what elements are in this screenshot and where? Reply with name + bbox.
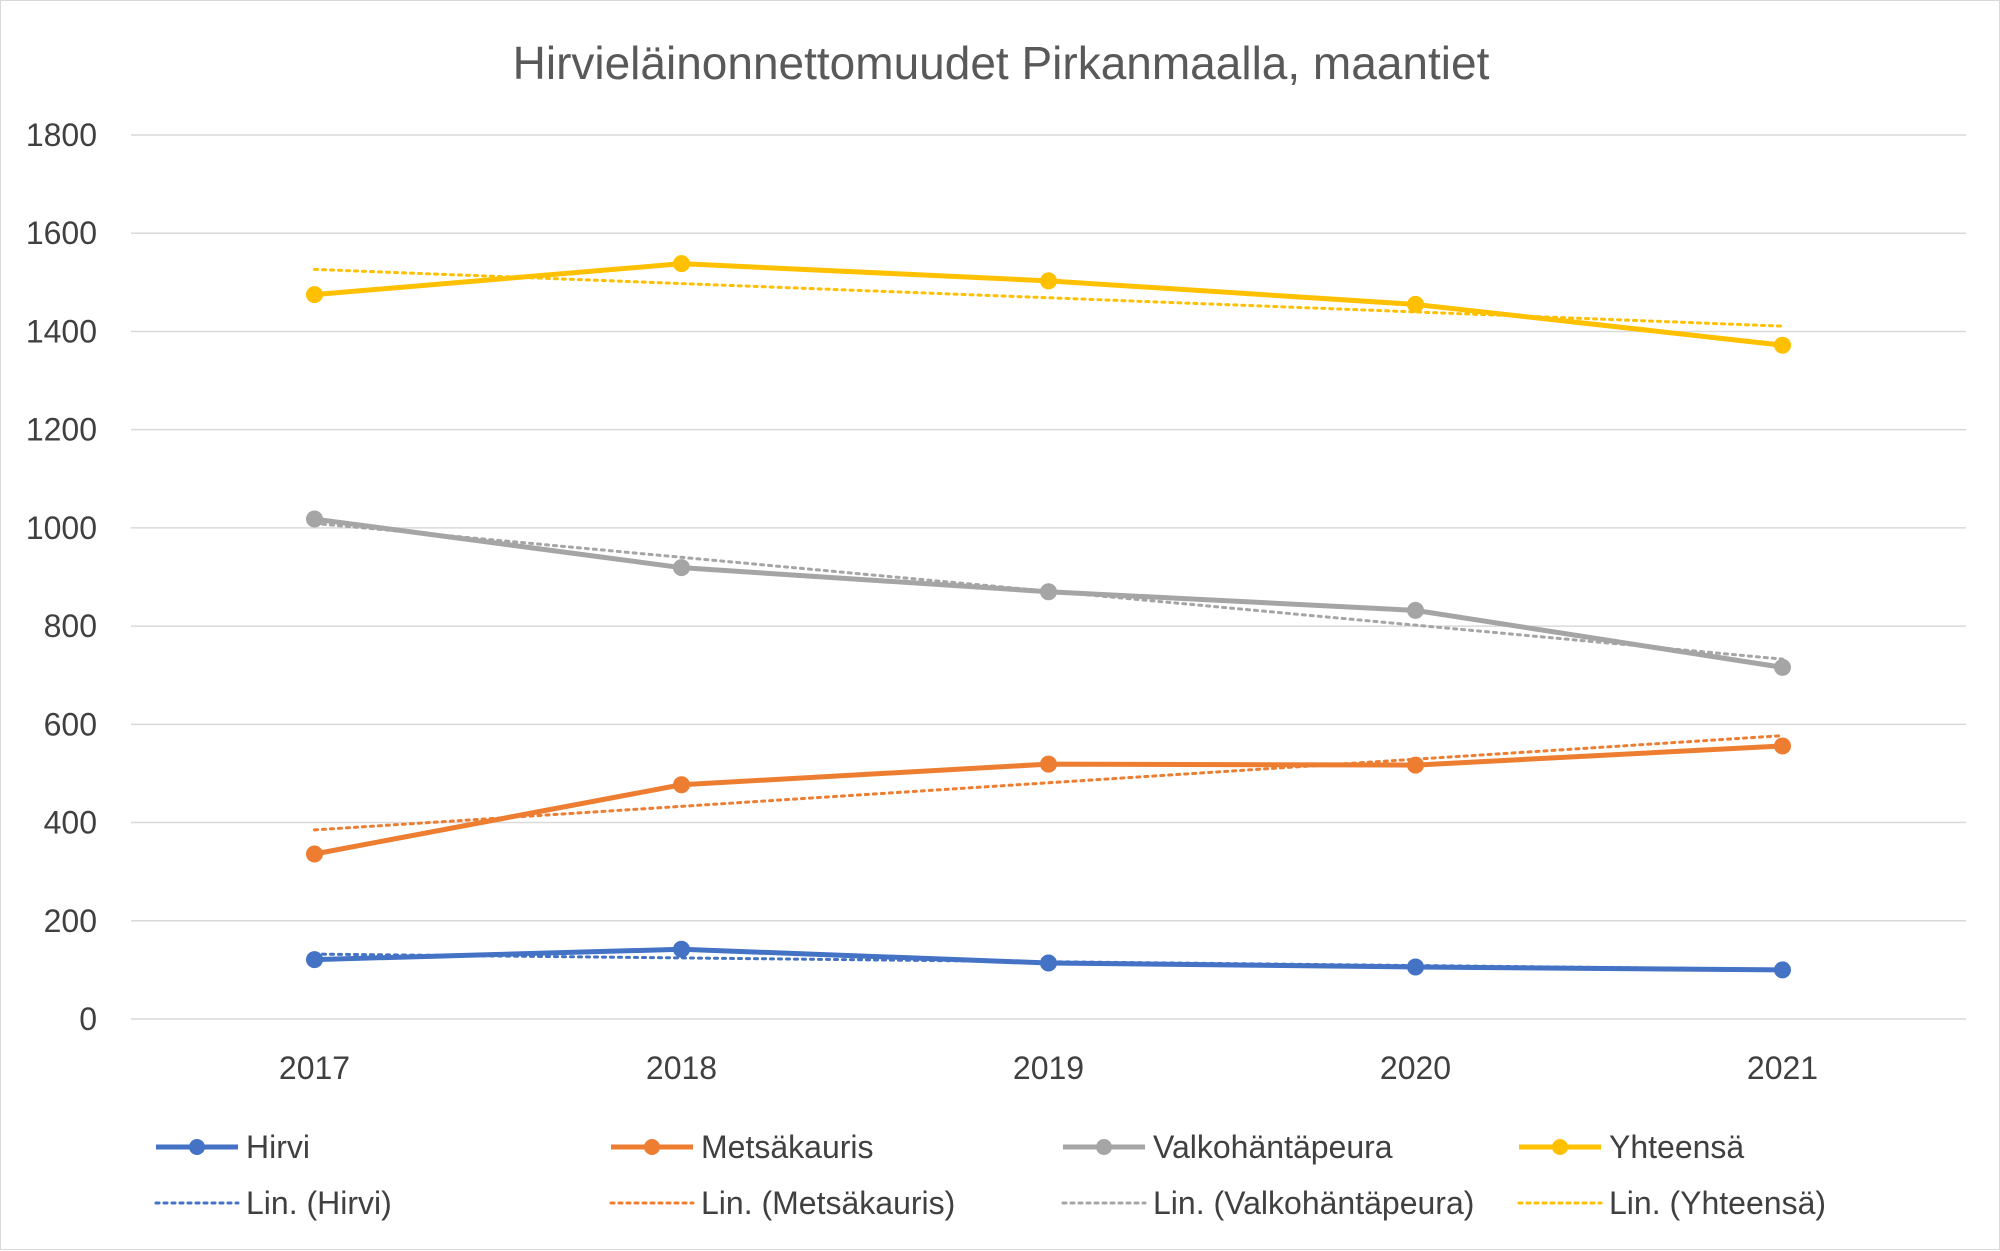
legend-label: Valkohäntäpeura (1153, 1129, 1393, 1165)
data-point (306, 845, 323, 863)
data-point (1774, 658, 1791, 676)
legend-label: Lin. (Hirvi) (246, 1185, 392, 1221)
y-tick-label: 400 (44, 805, 97, 841)
legend-label: Hirvi (246, 1129, 310, 1165)
y-axis-ticks: 0 200 400 600 800 1000 1200 1400 1600 1800 (26, 117, 97, 1037)
data-point (306, 951, 323, 969)
data-point (306, 286, 323, 304)
chart-title: Hirvieläinonnettomuudet Pirkanmaalla, ma… (513, 37, 1490, 89)
data-point (673, 940, 690, 958)
legend-marker-1 (644, 1139, 660, 1155)
y-tick-label: 1600 (26, 215, 97, 251)
y-tick-label: 1400 (26, 313, 97, 349)
data-point (1407, 295, 1424, 313)
data-point (673, 776, 690, 794)
y-tick-label: 1000 (26, 510, 97, 546)
series-lines (306, 255, 1791, 979)
legend-marker-2 (1096, 1139, 1112, 1155)
data-point (1407, 601, 1424, 619)
data-point (1407, 958, 1424, 976)
x-tick-label: 2020 (1380, 1050, 1451, 1086)
legend-label: Metsäkauris (701, 1129, 874, 1165)
x-tick-label: 2021 (1747, 1050, 1818, 1086)
y-tick-label: 1200 (26, 412, 97, 448)
grid-lines (131, 134, 1966, 1020)
trendline-1 (313, 734, 1784, 832)
legend-marker-3 (1552, 1139, 1568, 1155)
x-tick-label: 2019 (1013, 1050, 1084, 1086)
data-point (1407, 756, 1424, 774)
legend-label: Lin. (Valkohäntäpeura) (1153, 1185, 1474, 1221)
y-tick-label: 600 (44, 706, 97, 742)
legend-label: Lin. (Metsäkauris) (701, 1185, 955, 1221)
legend-marker-0 (189, 1139, 205, 1155)
trendlines (313, 267, 1784, 971)
data-point (673, 255, 690, 273)
legend-label: Lin. (Yhteensä) (1609, 1185, 1826, 1221)
y-tick-label: 0 (79, 1001, 97, 1037)
legend: Hirvi Metsäkauris Valkohäntäpeura Yhteensä L… (154, 1129, 1826, 1221)
data-point (1040, 583, 1057, 601)
y-tick-label: 1800 (26, 117, 97, 153)
data-point (1040, 954, 1057, 972)
y-tick-label: 200 (44, 903, 97, 939)
x-tick-label: 2018 (646, 1050, 717, 1086)
legend-label: Yhteensä (1609, 1129, 1744, 1165)
data-point (306, 510, 323, 528)
data-point (1774, 336, 1791, 354)
data-point (1040, 755, 1057, 773)
y-tick-label: 800 (44, 608, 97, 644)
data-point (1040, 272, 1057, 290)
x-axis-ticks: 2017 2018 2019 2020 2021 (279, 1050, 1818, 1086)
data-point (673, 559, 690, 577)
x-tick-label: 2017 (279, 1050, 350, 1086)
data-point (1774, 961, 1791, 979)
data-point (1774, 737, 1791, 755)
